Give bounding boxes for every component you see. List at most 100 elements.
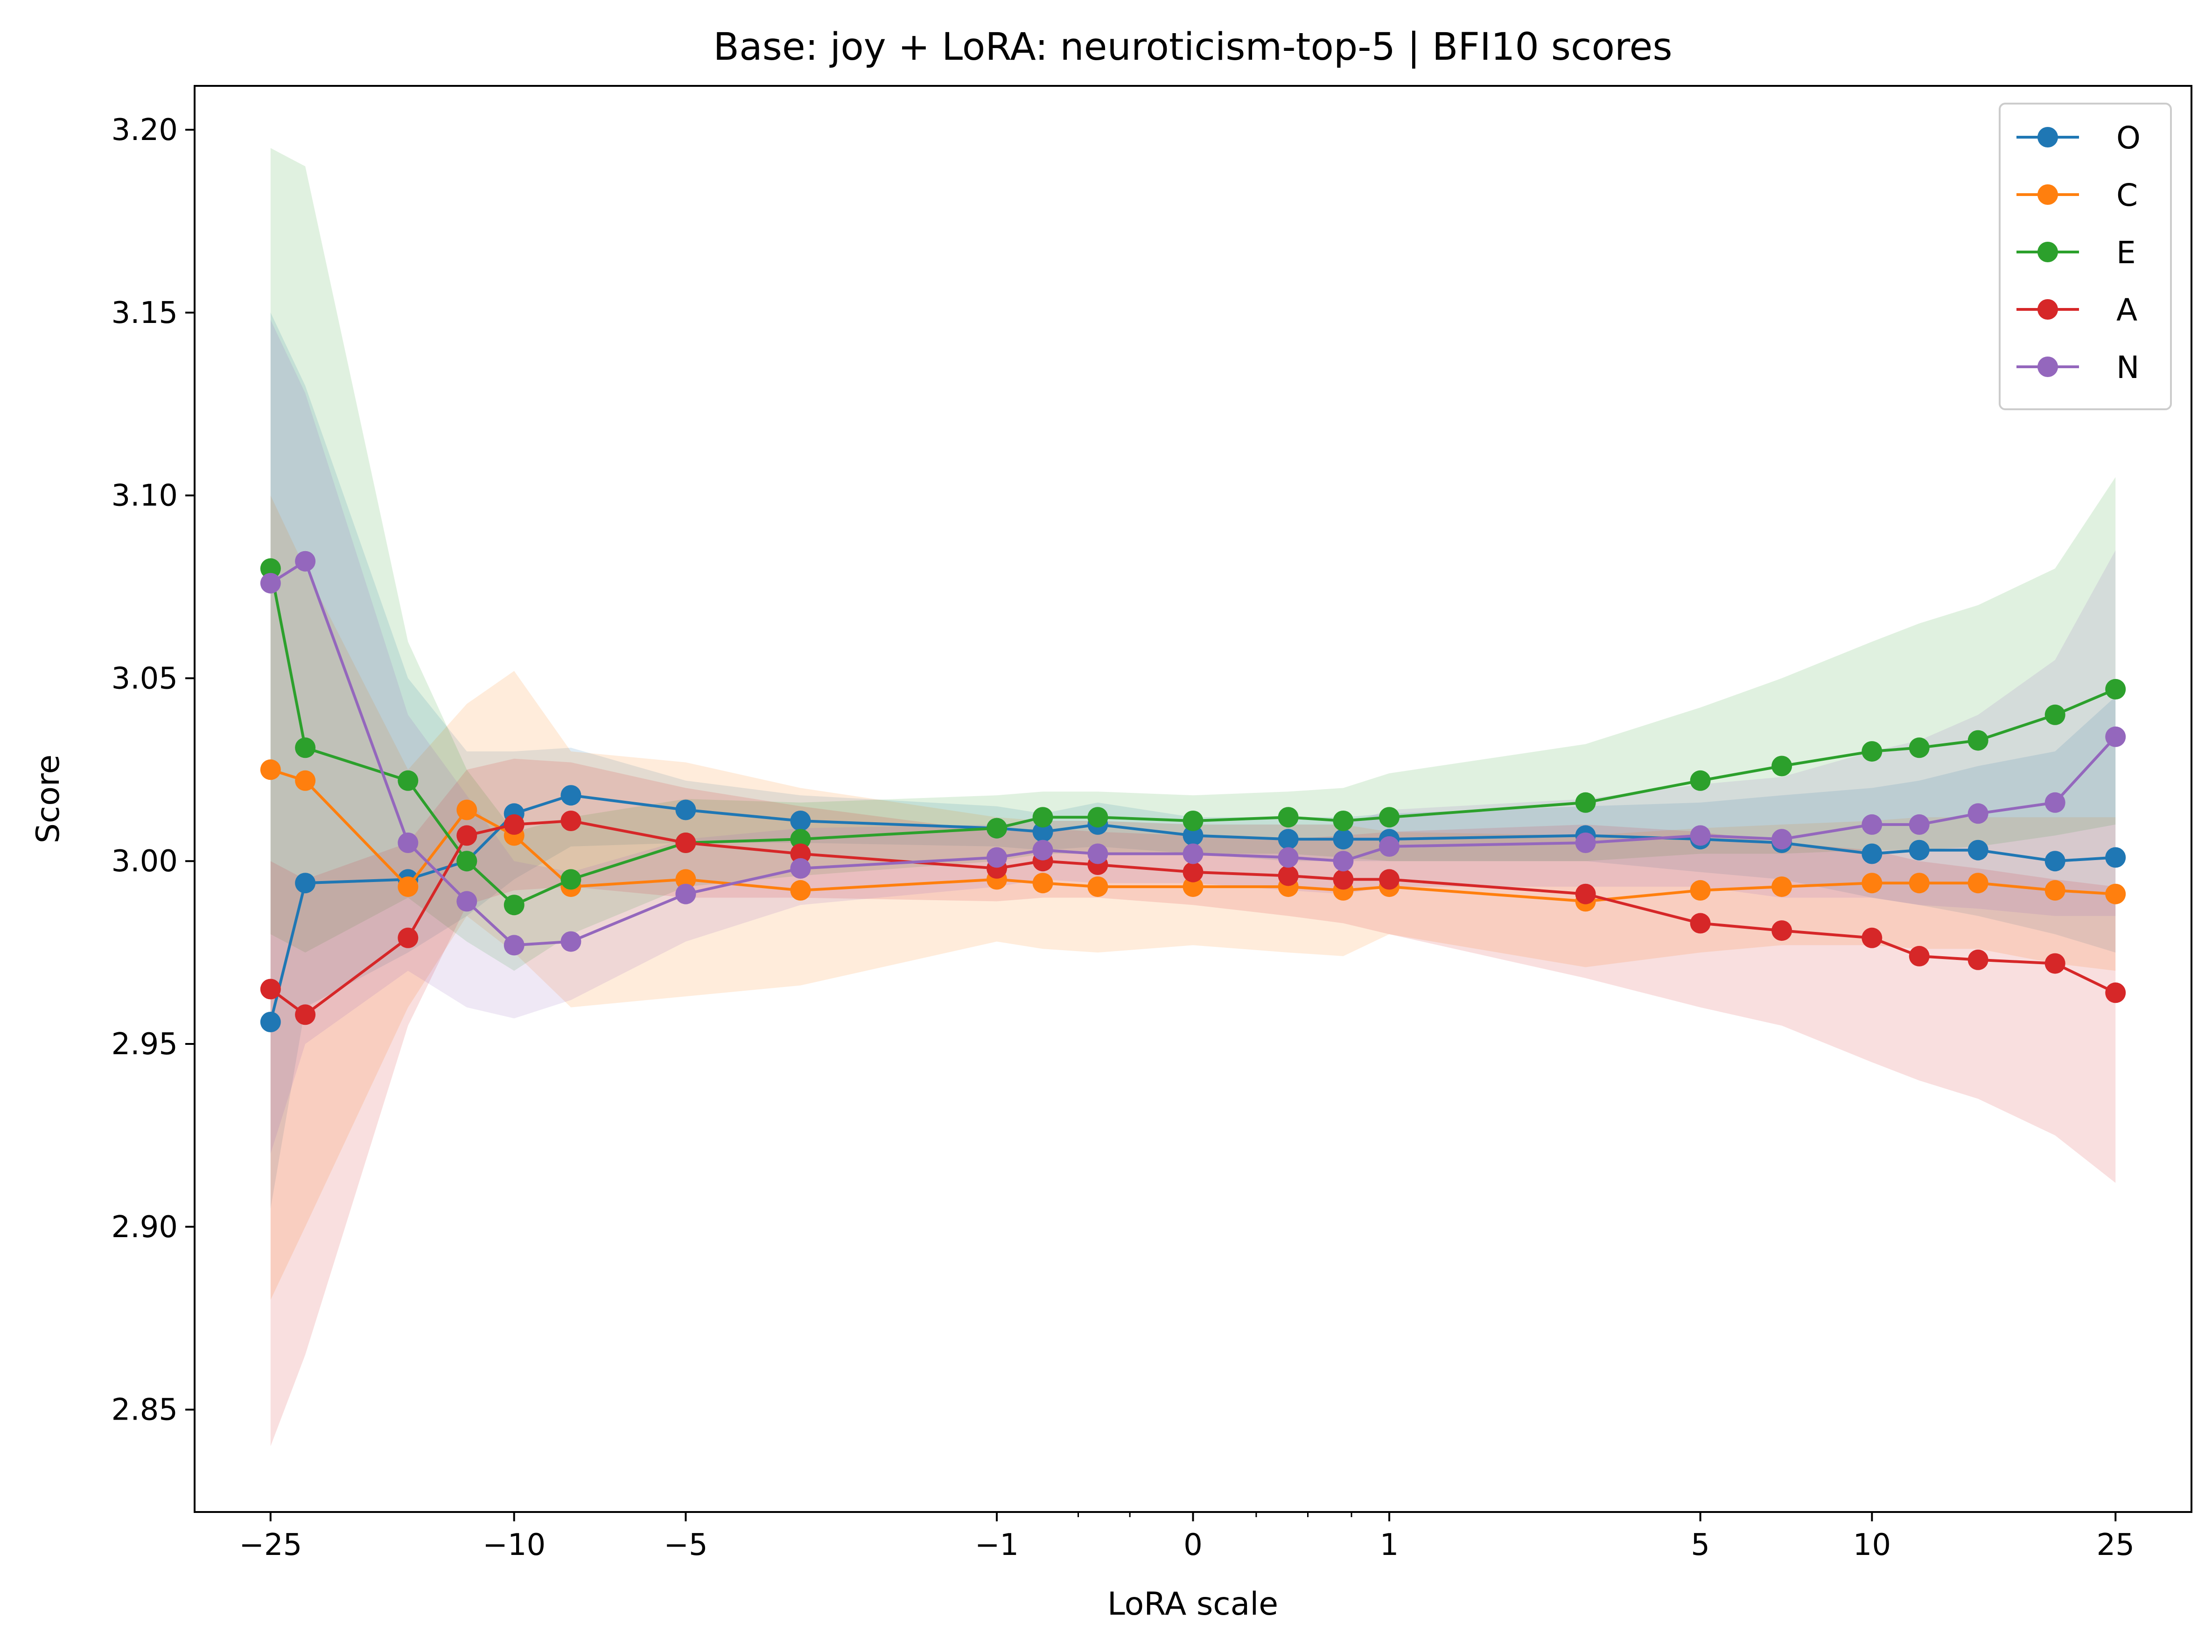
- point-N: [2044, 792, 2065, 813]
- point-C: [1771, 876, 1792, 897]
- point-C: [1183, 876, 1204, 897]
- point-O: [1183, 825, 1204, 846]
- point-E: [560, 869, 581, 890]
- point-E: [790, 829, 811, 850]
- point-O: [1862, 843, 1883, 864]
- confidence-bands: [270, 148, 2116, 1446]
- point-N: [1379, 836, 1400, 857]
- point-E: [260, 558, 281, 579]
- point-A: [790, 843, 811, 864]
- point-E: [987, 818, 1007, 839]
- series-lines: [260, 551, 2126, 1032]
- point-C: [1690, 880, 1711, 901]
- point-A: [504, 814, 525, 835]
- y-tick-label: 3.15: [112, 296, 178, 330]
- point-E: [1183, 811, 1204, 831]
- point-O: [2044, 851, 2065, 872]
- point-N: [1575, 833, 1596, 853]
- point-C: [2105, 883, 2126, 904]
- y-tick-label: 3.05: [112, 661, 178, 696]
- point-C: [2044, 880, 2065, 901]
- point-A: [1690, 913, 1711, 934]
- point-A: [2105, 982, 2126, 1003]
- point-N: [504, 935, 525, 956]
- point-C: [1087, 876, 1108, 897]
- point-C: [1909, 873, 1930, 894]
- x-tick-label: −5: [664, 1528, 707, 1562]
- legend-marker-C: [2037, 184, 2058, 205]
- y-tick-label: 3.20: [112, 113, 178, 147]
- point-N: [1087, 843, 1108, 864]
- point-A: [260, 979, 281, 1000]
- y-axis-label: Score: [30, 755, 67, 843]
- point-E: [1379, 807, 1400, 828]
- point-N: [2105, 726, 2126, 747]
- point-C: [1862, 873, 1883, 894]
- point-O: [1967, 840, 1988, 861]
- y-tick-label: 2.85: [112, 1393, 178, 1428]
- point-A: [560, 811, 581, 831]
- point-E: [456, 851, 477, 872]
- point-N: [987, 847, 1007, 868]
- point-N: [1862, 814, 1883, 835]
- point-E: [398, 770, 419, 791]
- legend-label-N: N: [2116, 350, 2139, 385]
- point-O: [560, 785, 581, 806]
- x-tick-label: 0: [1183, 1528, 1203, 1562]
- point-N: [790, 858, 811, 879]
- point-C: [675, 869, 696, 890]
- x-tick-label: −25: [239, 1528, 302, 1562]
- point-N: [398, 833, 419, 853]
- point-C: [260, 759, 281, 780]
- point-E: [1333, 811, 1354, 831]
- point-N: [675, 883, 696, 904]
- point-E: [2044, 704, 2065, 725]
- point-A: [1183, 861, 1204, 882]
- point-N: [1909, 814, 1930, 835]
- point-E: [1862, 741, 1883, 762]
- point-E: [295, 737, 316, 758]
- x-tick-label: −10: [483, 1528, 546, 1562]
- point-A: [1333, 869, 1354, 890]
- point-C: [1032, 873, 1053, 894]
- point-N: [456, 891, 477, 912]
- point-A: [398, 927, 419, 948]
- point-A: [1379, 869, 1400, 890]
- point-A: [1967, 949, 1988, 970]
- point-C: [398, 876, 419, 897]
- point-O: [2105, 847, 2126, 868]
- point-E: [2105, 679, 2126, 700]
- point-N: [1333, 851, 1354, 872]
- point-E: [1967, 730, 1988, 751]
- legend-marker-N: [2037, 357, 2058, 377]
- point-E: [1690, 770, 1711, 791]
- point-N: [260, 573, 281, 594]
- point-C: [790, 880, 811, 901]
- point-O: [1333, 829, 1354, 850]
- legend-marker-O: [2037, 127, 2058, 147]
- point-C: [295, 770, 316, 791]
- y-tick-label: 3.00: [112, 844, 178, 879]
- y-axis-ticks: 2.85 2.90 2.95 3.00 3.05 3.10 3.15 3.20: [112, 113, 195, 1428]
- point-O: [1278, 829, 1299, 850]
- x-axis-label: LoRA scale: [1107, 1586, 1278, 1623]
- y-tick-label: 3.10: [112, 479, 178, 513]
- point-O: [295, 873, 316, 894]
- legend-label-A: A: [2116, 292, 2137, 328]
- x-tick-label: 10: [1853, 1528, 1891, 1562]
- chart-title: Base: joy + LoRA: neuroticism-top-5 | BF…: [713, 25, 1672, 69]
- point-A: [1862, 927, 1883, 948]
- point-O: [790, 811, 811, 831]
- point-O: [1032, 821, 1053, 842]
- point-E: [1278, 807, 1299, 828]
- x-axis-ticks: −25 −10 −5 −1 0 1 5 10 25: [239, 1512, 2135, 1562]
- point-O: [260, 1012, 281, 1032]
- plot-frame: [194, 85, 2192, 1513]
- point-E: [1575, 792, 1596, 813]
- x-tick-label: 1: [1380, 1528, 1399, 1562]
- point-O: [1909, 840, 1930, 861]
- point-E: [1087, 807, 1108, 828]
- point-N: [1967, 803, 1988, 824]
